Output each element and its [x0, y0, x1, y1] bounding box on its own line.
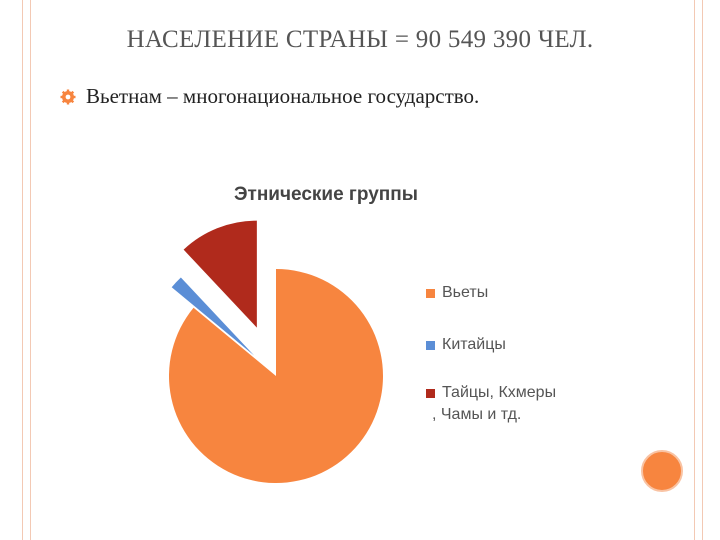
legend-label: , Чамы и тд.	[432, 406, 522, 423]
decorative-circle-icon	[641, 450, 683, 492]
legend-swatch	[426, 289, 435, 298]
left-rule-2	[30, 0, 31, 540]
legend-label: Китайцы	[442, 336, 506, 353]
right-rule-2	[702, 0, 703, 540]
pie-slice-3	[183, 220, 257, 328]
gear-bullet-icon	[60, 89, 76, 104]
legend-swatch	[426, 341, 435, 350]
legend-swatch	[426, 389, 435, 398]
chart-title: Этнические группы	[234, 184, 418, 205]
bullet-item: Вьетнам – многонациональное государство.	[60, 84, 479, 109]
bullet-text: Вьетнам – многонациональное государство.	[86, 84, 480, 108]
legend-label: Вьеты	[442, 284, 489, 301]
legend-label: Тайцы, Кхмеры	[442, 384, 557, 401]
right-rule-1	[694, 0, 695, 540]
pie-slice-2	[171, 277, 255, 356]
pie-slice-1	[168, 269, 383, 483]
slide-title: НАСЕЛЕНИЕ СТРАНЫ = 90 549 390 ЧЕЛ.	[126, 26, 594, 53]
left-rule-1	[22, 0, 23, 540]
